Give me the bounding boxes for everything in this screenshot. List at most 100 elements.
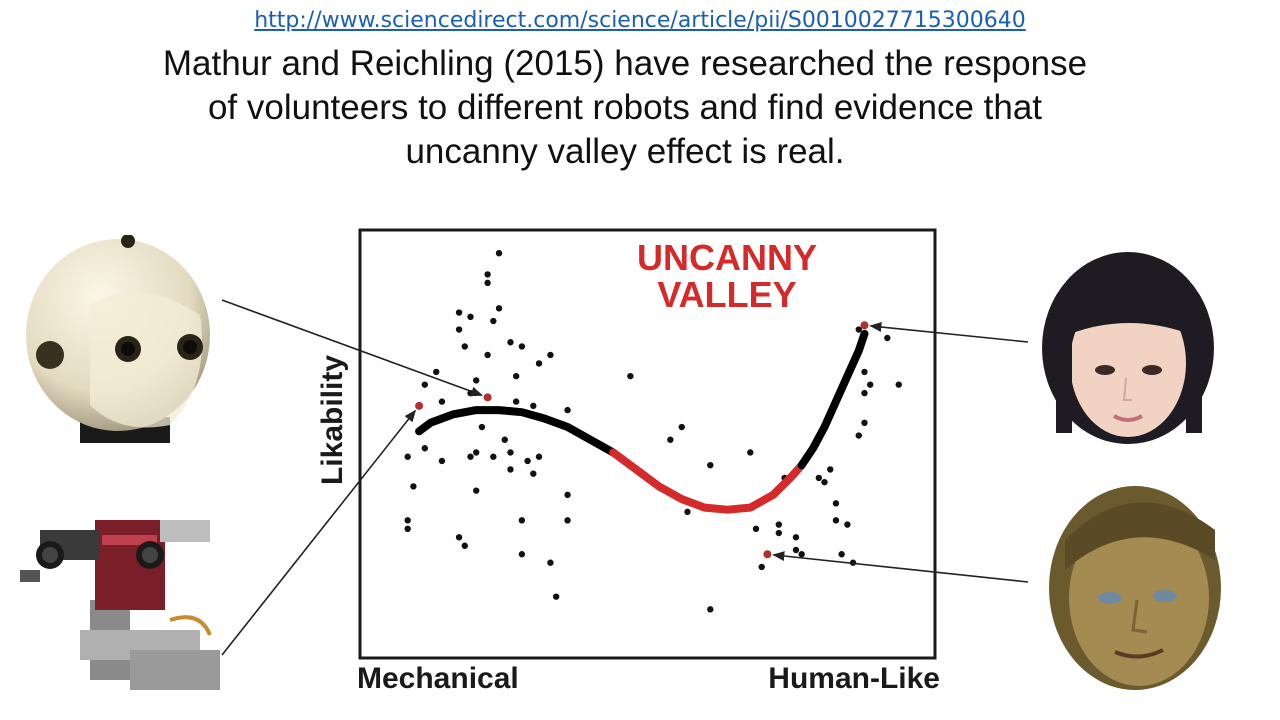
scatter-point-29 bbox=[507, 449, 514, 456]
headline-line-2: of volunteers to different robots and fi… bbox=[207, 88, 1043, 127]
scatter-point-49 bbox=[678, 423, 685, 431]
scatter-point-79 bbox=[895, 381, 902, 388]
scatter-point-64 bbox=[815, 474, 822, 482]
plot-frame bbox=[358, 228, 937, 660]
fit-curve-black-segment-1 bbox=[415, 406, 618, 457]
scatter-point-2 bbox=[484, 279, 491, 287]
annotation-uncanny: UNCANNY bbox=[637, 237, 817, 278]
scatter-point-44 bbox=[461, 542, 468, 549]
scatter-point-45 bbox=[518, 551, 526, 558]
scatter-point-6 bbox=[490, 317, 497, 325]
scatter-point-65 bbox=[827, 466, 834, 473]
scatter-point-26 bbox=[473, 449, 480, 456]
scatter-point-51 bbox=[707, 462, 714, 469]
scatter-point-8 bbox=[507, 339, 514, 346]
scatter-point-61 bbox=[792, 534, 800, 541]
scatter-point-42 bbox=[564, 517, 571, 524]
scatter-point-75 bbox=[861, 389, 868, 397]
slide-headline: Mathur and Reichling (2015) have researc… bbox=[110, 42, 1140, 174]
scatter-point-58 bbox=[752, 525, 760, 532]
scatter-point-77 bbox=[855, 326, 862, 333]
arrow-female-android bbox=[869, 322, 1029, 343]
highlight-point-2 bbox=[860, 321, 869, 330]
robot-sphere-photo bbox=[20, 235, 220, 445]
scatter-point-74 bbox=[861, 368, 868, 376]
scatter-point-34 bbox=[507, 466, 514, 473]
scatter-point-36 bbox=[410, 483, 417, 490]
scatter-point-4 bbox=[455, 309, 463, 316]
scatter-point-41 bbox=[518, 517, 526, 524]
scatter-point-9 bbox=[461, 343, 468, 350]
android-male-photo bbox=[1035, 480, 1225, 690]
scatter-point-59 bbox=[775, 521, 783, 528]
scatter-point-66 bbox=[821, 478, 828, 486]
scatter-point-12 bbox=[535, 360, 543, 367]
scatter-point-0 bbox=[495, 250, 503, 257]
android-female-photo bbox=[1040, 238, 1220, 448]
scatter-point-78 bbox=[884, 334, 891, 342]
highlight-point-0 bbox=[415, 401, 424, 410]
scatter-point-30 bbox=[524, 457, 531, 465]
scatter-point-31 bbox=[535, 453, 543, 460]
scatter-point-15 bbox=[473, 377, 480, 384]
scatter-point-17 bbox=[421, 381, 429, 388]
scatter-point-46 bbox=[547, 559, 554, 566]
annotation-valley: VALLEY bbox=[657, 274, 796, 315]
scatter-point-33 bbox=[404, 453, 411, 460]
fit-curve-black-segment-2 bbox=[797, 329, 869, 470]
highlight-point-3 bbox=[763, 550, 772, 559]
scatter-point-43 bbox=[455, 534, 463, 541]
connector-arrows bbox=[221, 299, 1029, 656]
arrow-male-android bbox=[772, 551, 1029, 583]
scatter-point-32 bbox=[438, 457, 446, 465]
scatter-point-1 bbox=[484, 271, 491, 278]
scatter-point-22 bbox=[564, 406, 571, 414]
scatter-point-27 bbox=[467, 453, 474, 460]
scatter-point-71 bbox=[844, 521, 851, 528]
highlight-points-layer bbox=[415, 321, 869, 559]
arrow-sphere-robot bbox=[221, 299, 483, 397]
scatter-point-73 bbox=[861, 419, 868, 426]
scatter-point-68 bbox=[832, 517, 840, 524]
scatter-point-63 bbox=[798, 551, 805, 558]
scatter-point-20 bbox=[512, 398, 520, 405]
y-axis-label: Likability bbox=[316, 355, 349, 485]
scatter-point-55 bbox=[758, 563, 765, 571]
robot-mechanical-photo bbox=[20, 500, 220, 690]
scatter-point-40 bbox=[404, 525, 411, 532]
scatter-point-50 bbox=[667, 436, 674, 443]
scatter-point-19 bbox=[438, 398, 446, 405]
scatter-point-11 bbox=[518, 343, 526, 350]
scatter-point-56 bbox=[707, 606, 714, 613]
scatter-point-35 bbox=[530, 470, 537, 477]
arrow-mechanical-robot bbox=[221, 409, 417, 656]
scatter-point-69 bbox=[838, 551, 845, 558]
scatter-point-10 bbox=[484, 351, 491, 359]
scatter-point-39 bbox=[404, 517, 411, 524]
scatter-point-23 bbox=[478, 423, 486, 431]
scatter-point-72 bbox=[855, 432, 862, 439]
scatter-point-7 bbox=[455, 326, 463, 333]
scatter-point-13 bbox=[547, 351, 554, 359]
scatter-point-3 bbox=[495, 305, 503, 312]
scatter-point-48 bbox=[627, 372, 634, 380]
scatter-point-16 bbox=[433, 368, 440, 376]
headline-line-3: uncanny valley effect is real. bbox=[405, 132, 845, 171]
scatter-point-62 bbox=[792, 546, 800, 554]
scatter-point-21 bbox=[530, 402, 537, 410]
scatter-point-28 bbox=[490, 453, 497, 460]
scatter-point-38 bbox=[564, 491, 571, 499]
scatter-point-76 bbox=[866, 381, 874, 388]
scatter-point-24 bbox=[501, 436, 508, 443]
scatter-point-54 bbox=[747, 449, 754, 456]
scatter-point-52 bbox=[684, 508, 691, 516]
scatter-point-5 bbox=[467, 313, 474, 320]
scatter-point-60 bbox=[775, 529, 783, 537]
scatter-point-14 bbox=[512, 372, 520, 380]
source-link[interactable]: http://www.sciencedirect.com/science/art… bbox=[254, 8, 1026, 33]
x-tick-label-mechanical: Mechanical bbox=[357, 662, 519, 695]
scatter-point-67 bbox=[832, 500, 840, 507]
headline-line-1: Mathur and Reichling (2015) have researc… bbox=[162, 44, 1088, 83]
scatter-point-37 bbox=[473, 487, 480, 494]
